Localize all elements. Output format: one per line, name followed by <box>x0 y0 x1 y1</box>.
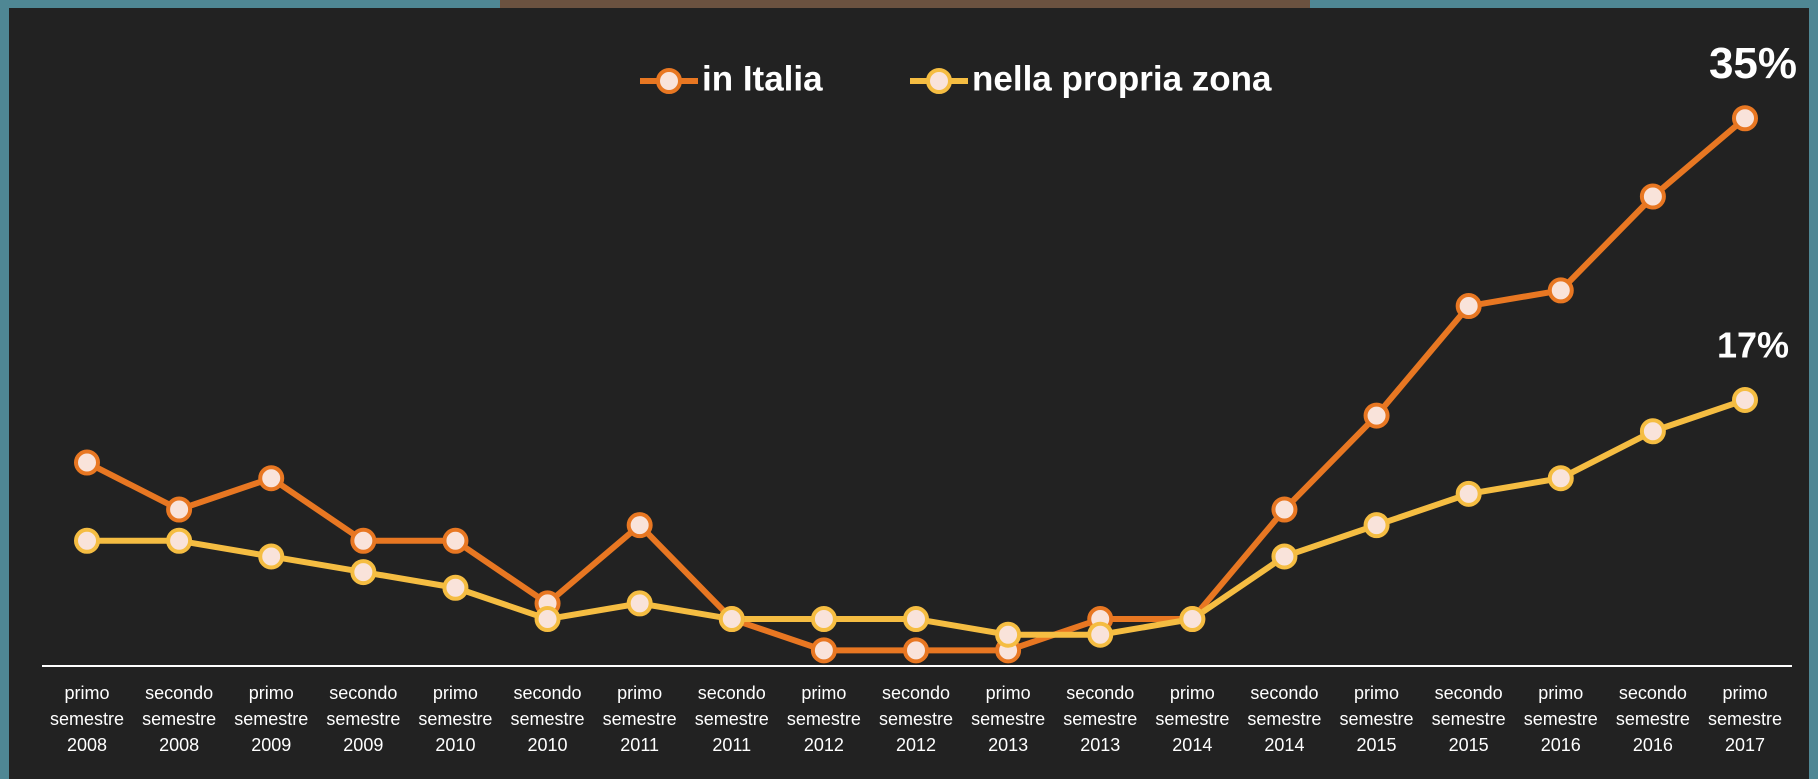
data-point <box>74 449 100 476</box>
x-tick-label: primo semestre 2016 <box>1523 683 1598 755</box>
x-tick-label: secondo semestre 2014 <box>1247 683 1322 755</box>
data-point <box>718 606 745 633</box>
data-point <box>74 527 100 554</box>
data-point <box>1455 293 1482 320</box>
data-point <box>534 606 561 633</box>
data-point <box>1639 183 1666 210</box>
data-point <box>1363 402 1390 429</box>
x-tick-label: secondo semestre 2010 <box>510 683 585 755</box>
data-point <box>1547 465 1574 492</box>
data-point <box>903 606 929 633</box>
x-tick-label: primo semestre 2008 <box>49 683 125 755</box>
data-point <box>442 574 469 601</box>
data-point <box>1639 418 1666 445</box>
data-point <box>166 527 193 554</box>
x-tick-label: secondo semestre 2011 <box>694 683 769 755</box>
data-point <box>995 621 1022 648</box>
x-tick-label: secondo semestre 2009 <box>326 683 401 755</box>
data-point <box>258 543 285 570</box>
data-point <box>810 637 837 664</box>
data-point <box>1179 606 1206 633</box>
x-tick-label: primo semestre 2009 <box>234 683 309 755</box>
data-point <box>350 559 377 586</box>
data-point <box>1271 543 1298 570</box>
data-point <box>350 527 377 554</box>
data-point <box>258 465 285 492</box>
x-tick-label: primo semestre 2010 <box>418 683 493 755</box>
data-label: 35% <box>1709 39 1797 88</box>
legend-label: in Italia <box>702 59 823 98</box>
x-tick-label: secondo semestre 2008 <box>142 683 217 755</box>
data-point <box>903 637 929 664</box>
x-tick-label: primo semestre 2011 <box>602 683 677 755</box>
x-tick-label: primo semestre 2015 <box>1339 683 1414 755</box>
data-point <box>1732 105 1758 132</box>
x-tick-label: secondo semestre 2013 <box>1063 683 1138 755</box>
data-point <box>626 590 653 617</box>
data-point <box>626 512 653 539</box>
data-label: 17% <box>1717 324 1789 365</box>
legend-label: nella propria zona <box>972 59 1272 98</box>
x-tick-label: primo semestre 2013 <box>971 683 1046 755</box>
x-tick-label: secondo semestre 2016 <box>1615 683 1690 755</box>
data-point <box>810 606 837 633</box>
data-point <box>1732 386 1758 413</box>
data-point <box>1271 496 1298 523</box>
data-point <box>1087 621 1114 648</box>
x-tick-label: primo semestre 2012 <box>786 683 861 755</box>
background-photo <box>500 0 1310 8</box>
data-point <box>1455 480 1482 507</box>
x-tick-label: primo semestre 2014 <box>1155 683 1230 755</box>
data-point <box>1547 277 1574 304</box>
data-point <box>166 496 193 523</box>
x-tick-label: secondo semestre 2012 <box>878 683 954 755</box>
data-point <box>442 527 469 554</box>
legend-marker <box>926 68 952 94</box>
data-point <box>1363 512 1390 539</box>
panel <box>9 8 1809 779</box>
x-tick-label: secondo semestre 2015 <box>1431 683 1506 755</box>
x-tick-label: primo semestre 2017 <box>1707 683 1783 755</box>
legend-marker <box>656 68 682 94</box>
